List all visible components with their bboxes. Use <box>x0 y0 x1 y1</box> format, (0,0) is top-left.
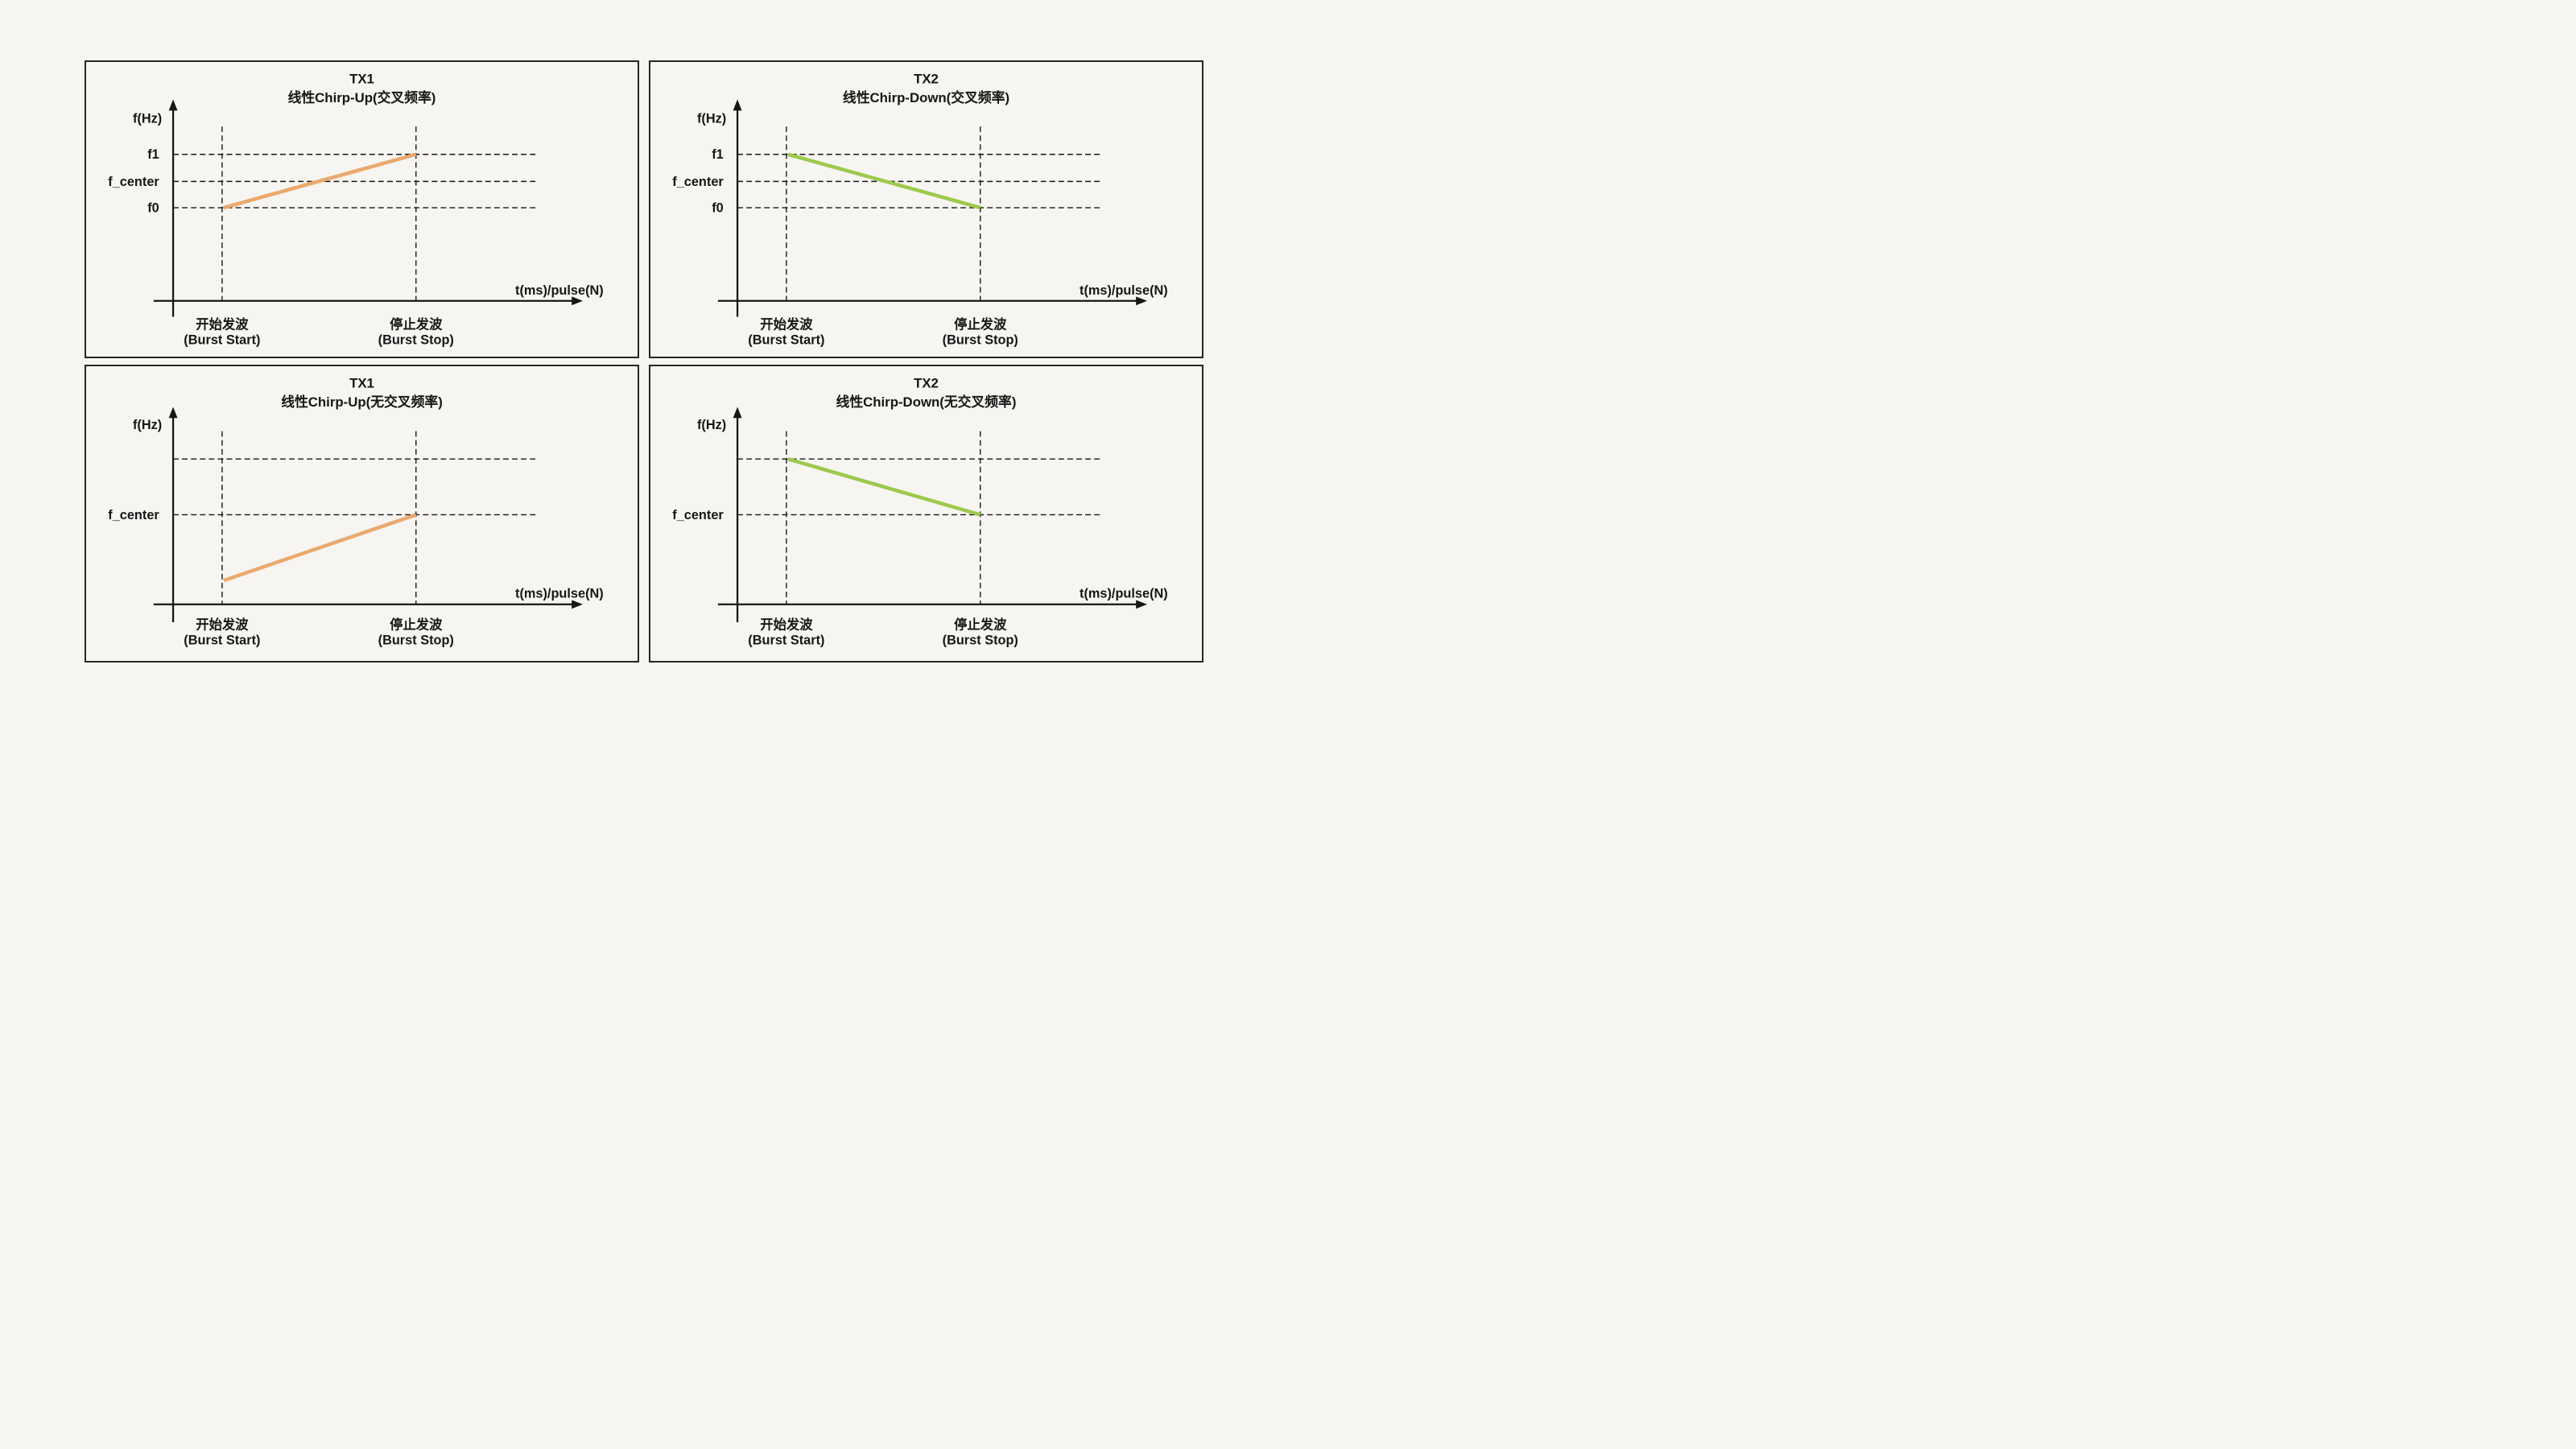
gridline-label-f_center: f_center <box>108 508 159 522</box>
tick-stop-label-en: (Burst Stop) <box>378 634 454 648</box>
tick-stop-label-en: (Burst Stop) <box>943 333 1018 348</box>
y-axis-label: f(Hz) <box>133 112 162 126</box>
gridline-label-f0: f0 <box>712 200 724 215</box>
chirp-figure: TX1 线性Chirp-Up(交叉频率) f1 f_center f0 f(Hz) t(ms… <box>0 0 1288 724</box>
chirp-line-tx2-chirp-down-nocross <box>787 457 981 517</box>
panel-title-line2: 线性Chirp-Up(交叉频率) <box>288 89 436 105</box>
chart-tx1-chirp-up-cross: TX1 线性Chirp-Up(交叉频率) f1 f_center f0 f(Hz) t(ms… <box>108 72 604 348</box>
chart-tx2-chirp-down-nocross: TX2 线性Chirp-Down(无交叉频率) f_center f(Hz) t(ms)… <box>672 376 1168 648</box>
panel-title-line2: 线性Chirp-Up(无交叉频率) <box>281 394 443 410</box>
chart-tx2-chirp-down-cross: TX2 线性Chirp-Down(交叉频率) f1 f_center f0 f(Hz) t(… <box>672 72 1168 348</box>
gridline-label-f1: f1 <box>712 147 724 162</box>
panel-tx1-chirp-up-nocross: TX1 线性Chirp-Up(无交叉频率) f_center f(Hz) t(ms)/p… <box>85 365 639 663</box>
tick-start-label-zh: 开始发波 <box>196 617 249 632</box>
gridline-label-f0: f0 <box>147 200 159 215</box>
tick-stop-label-en: (Burst Stop) <box>943 634 1018 648</box>
panel-title-line1: TX1 <box>349 376 374 391</box>
x-axis-label: t(ms)/pulse(N) <box>1080 283 1168 298</box>
x-axis-label: t(ms)/pulse(N) <box>515 283 604 298</box>
gridline-label-f_center: f_center <box>108 175 159 189</box>
tick-start-label-zh: 开始发波 <box>196 316 249 332</box>
panel-title-line2: 线性Chirp-Down(无交叉频率) <box>836 394 1017 410</box>
x-axis-arrowhead <box>1136 296 1147 306</box>
gridline-label-f_center: f_center <box>672 508 724 522</box>
tick-start-label-en: (Burst Start) <box>184 634 260 648</box>
x-axis-label: t(ms)/pulse(N) <box>1080 586 1168 601</box>
chirp-line-tx1-chirp-up-cross <box>223 152 417 210</box>
chart-tx1-chirp-up-nocross: TX1 线性Chirp-Up(无交叉频率) f_center f(Hz) t(ms)/p… <box>108 376 604 648</box>
x-axis-arrowhead <box>1136 600 1147 609</box>
y-axis-arrowhead <box>168 99 178 111</box>
tick-stop-label-zh: 停止发波 <box>954 316 1007 332</box>
y-axis-arrowhead <box>168 407 178 419</box>
panel-title-line2: 线性Chirp-Down(交叉频率) <box>843 89 1009 105</box>
tick-start-label-en: (Burst Start) <box>748 634 824 648</box>
tick-start-label-zh: 开始发波 <box>760 617 813 632</box>
x-axis-arrowhead <box>572 296 583 306</box>
tick-start-label-en: (Burst Start) <box>184 333 260 348</box>
panel-tx2-chirp-down-nocross: TX2 线性Chirp-Down(无交叉频率) f_center f(Hz) t(ms)… <box>649 365 1203 663</box>
y-axis-arrowhead <box>733 99 742 111</box>
y-axis-label: f(Hz) <box>697 112 726 126</box>
gridline-label-f1: f1 <box>147 147 159 162</box>
panel-tx1-chirp-up-cross: TX1 线性Chirp-Up(交叉频率) f1 f_center f0 f(Hz) t(ms… <box>85 60 639 358</box>
tick-start-label-zh: 开始发波 <box>760 316 813 332</box>
chirp-line-tx1-chirp-up-nocross <box>223 513 417 583</box>
tick-stop-label-en: (Burst Stop) <box>378 333 454 348</box>
y-axis-label: f(Hz) <box>697 418 726 432</box>
y-axis-arrowhead <box>733 407 742 419</box>
x-axis-label: t(ms)/pulse(N) <box>515 586 604 601</box>
panel-tx2-chirp-down-cross: TX2 线性Chirp-Down(交叉频率) f1 f_center f0 f(Hz) t(… <box>649 60 1203 358</box>
panel-title-line1: TX2 <box>914 72 939 87</box>
tick-stop-label-zh: 停止发波 <box>954 617 1007 632</box>
panel-title-line1: TX2 <box>914 376 939 391</box>
tick-stop-label-zh: 停止发波 <box>390 617 443 632</box>
chirp-line-tx2-chirp-down-cross <box>787 152 981 210</box>
gridline-label-f_center: f_center <box>672 175 724 189</box>
panel-title-line1: TX1 <box>349 72 374 87</box>
tick-stop-label-zh: 停止发波 <box>390 316 443 332</box>
y-axis-label: f(Hz) <box>133 418 162 432</box>
tick-start-label-en: (Burst Start) <box>748 333 824 348</box>
x-axis-arrowhead <box>572 600 583 609</box>
